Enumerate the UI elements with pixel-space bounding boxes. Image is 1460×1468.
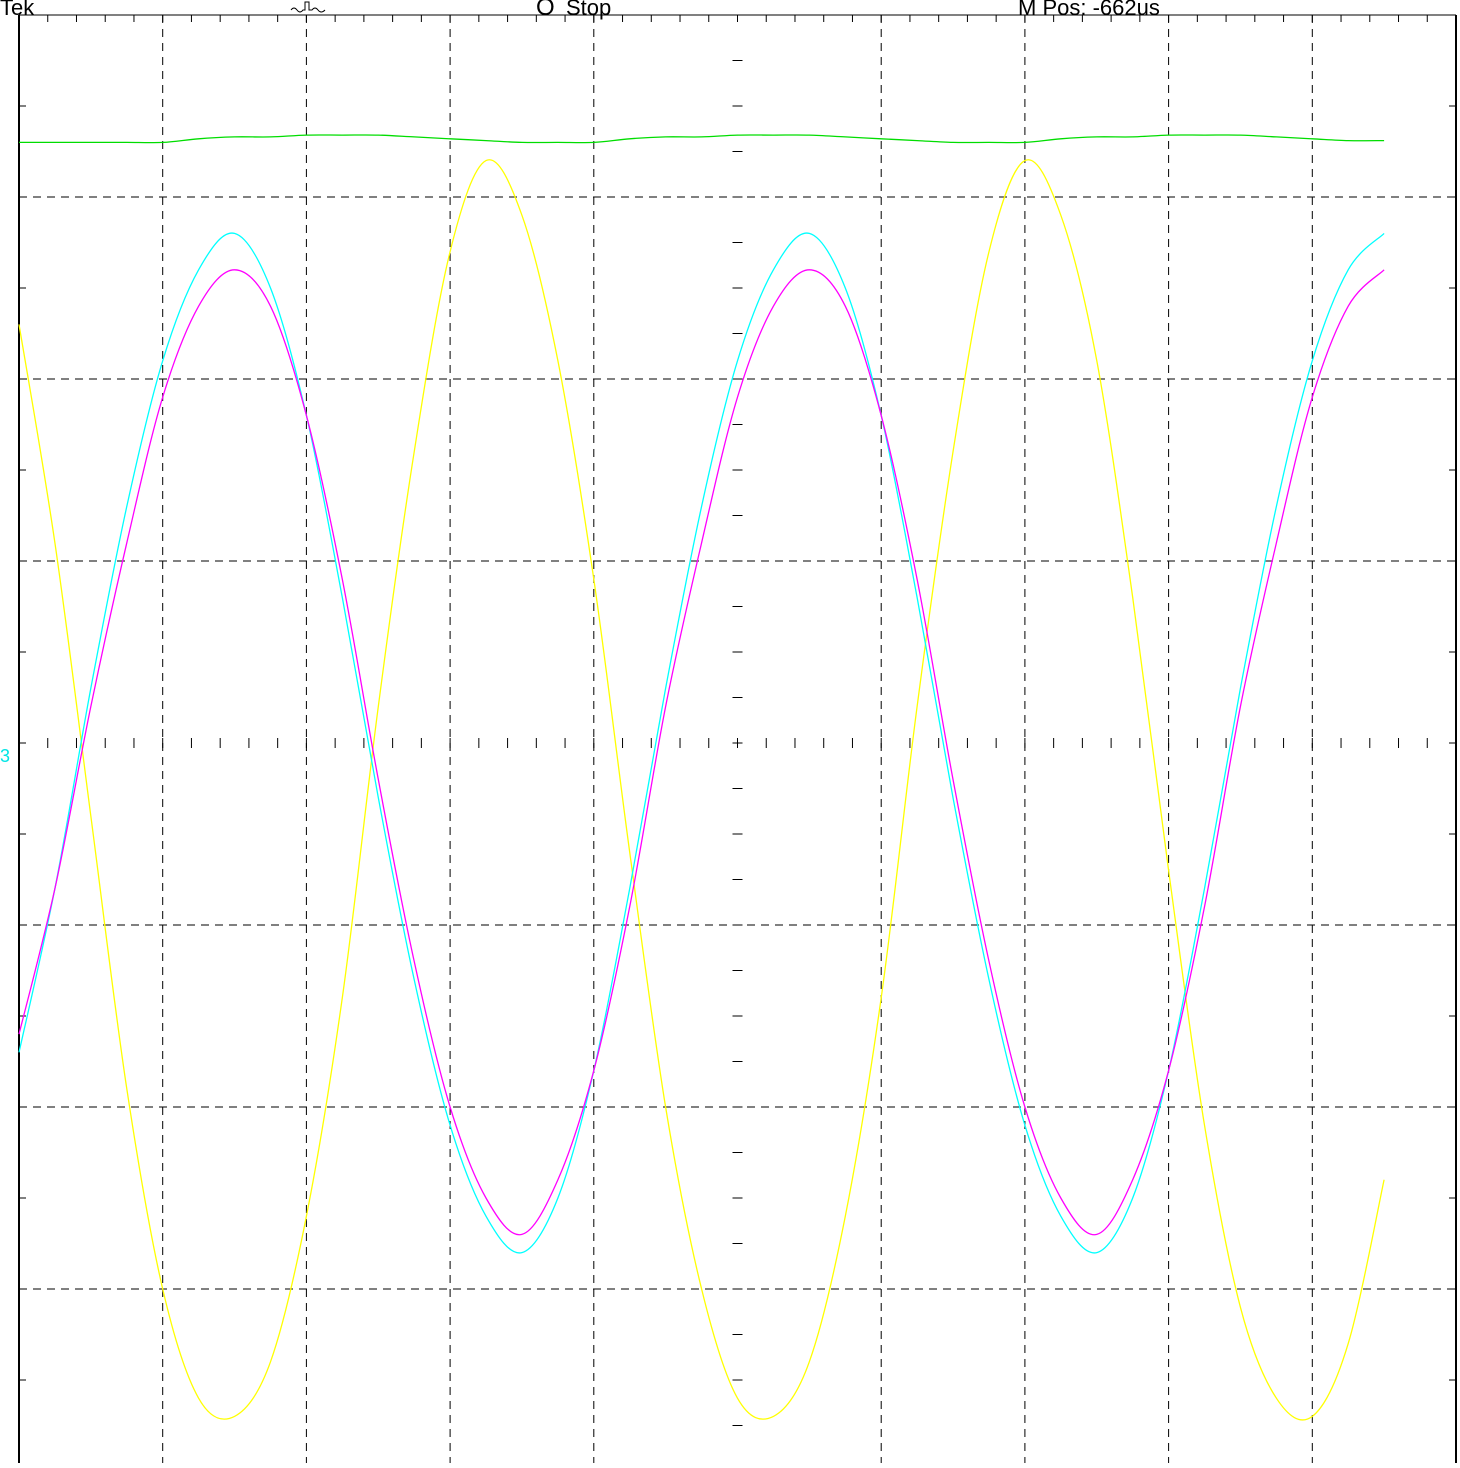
graticule bbox=[18, 14, 1457, 1463]
trace-ch3 bbox=[18, 269, 1385, 1236]
brand-label: Tek bbox=[0, 0, 35, 20]
trace-ch2 bbox=[18, 232, 1385, 1254]
acquisition-state[interactable]: Stop bbox=[566, 0, 612, 20]
traces bbox=[18, 134, 1385, 1421]
trigger-waveform-icon bbox=[290, 1, 326, 13]
channel-markers: 3 bbox=[0, 746, 10, 766]
trace-ch1 bbox=[18, 159, 1385, 1421]
run-indicator-icon: O bbox=[536, 0, 555, 21]
channel-ground-marker[interactable]: 3 bbox=[0, 746, 10, 766]
horizontal-position-readout: M Pos: -662us bbox=[1018, 0, 1160, 20]
trace-ch4 bbox=[18, 134, 1385, 144]
